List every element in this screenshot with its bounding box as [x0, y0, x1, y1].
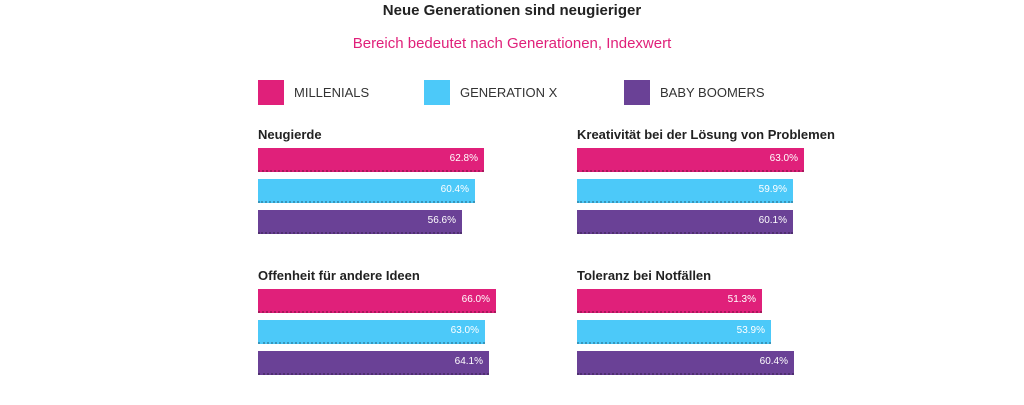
panel-title-3: Offenheit für andere Ideen [258, 268, 420, 283]
bar-value-label: 64.1% [454, 356, 483, 367]
legend-label-generation-x: GENERATION X [460, 85, 558, 100]
legend-item-baby-boomers: BABY BOOMERS [624, 80, 765, 105]
bar-value-label: 62.8% [449, 153, 478, 164]
bar-panel2-millenials: 63.0% [577, 148, 804, 172]
bar-panel2-generation-x: 59.9% [577, 179, 793, 203]
bar-panel1-generation-x: 60.4% [258, 179, 475, 203]
bar-value-label: 60.4% [440, 184, 469, 195]
bar-panel1-baby-boomers: 56.6% [258, 210, 462, 234]
legend-label-millenials: MILLENIALS [294, 85, 370, 100]
bar-panel3-baby-boomers: 64.1% [258, 351, 489, 375]
bar-panel4-millenials: 51.3% [577, 289, 762, 313]
bar-value-label: 56.6% [427, 215, 456, 226]
bar-value-label: 53.9% [736, 325, 765, 336]
bar-panel3-generation-x: 63.0% [258, 320, 485, 344]
bar-panel3-millenials: 66.0% [258, 289, 496, 313]
bar-value-label: 66.0% [461, 294, 490, 305]
panel-title-1: Neugierde [258, 127, 322, 142]
bar-panel2-baby-boomers: 60.1% [577, 210, 793, 234]
bar-value-label: 51.3% [727, 294, 756, 305]
chart-title: Neue Generationen sind neugieriger [382, 2, 642, 19]
bar-value-label: 59.9% [758, 184, 787, 195]
bar-value-label: 63.0% [769, 153, 798, 164]
bar-panel1-millenials: 62.8% [258, 148, 484, 172]
panel-title-4: Toleranz bei Notfällen [577, 268, 712, 283]
legend-swatch-generation-x [424, 80, 450, 105]
bar-panel4-baby-boomers: 60.4% [577, 351, 794, 375]
bar-value-label: 63.0% [450, 325, 479, 336]
bar-value-label: 60.1% [758, 215, 787, 226]
legend-label-baby-boomers: BABY BOOMERS [660, 85, 765, 100]
panel-title-2: Kreativität bei der Lösung von Problemen [577, 127, 835, 142]
legend-swatch-millenials [258, 80, 284, 105]
chart-subtitle: Bereich bedeutet nach Generationen, Inde… [352, 35, 672, 52]
legend-swatch-baby-boomers [624, 80, 650, 105]
legend-item-millenials: MILLENIALS [258, 80, 369, 105]
bar-panel4-generation-x: 53.9% [577, 320, 771, 344]
legend-item-generation-x: GENERATION X [424, 80, 557, 105]
bar-value-label: 60.4% [759, 356, 788, 367]
